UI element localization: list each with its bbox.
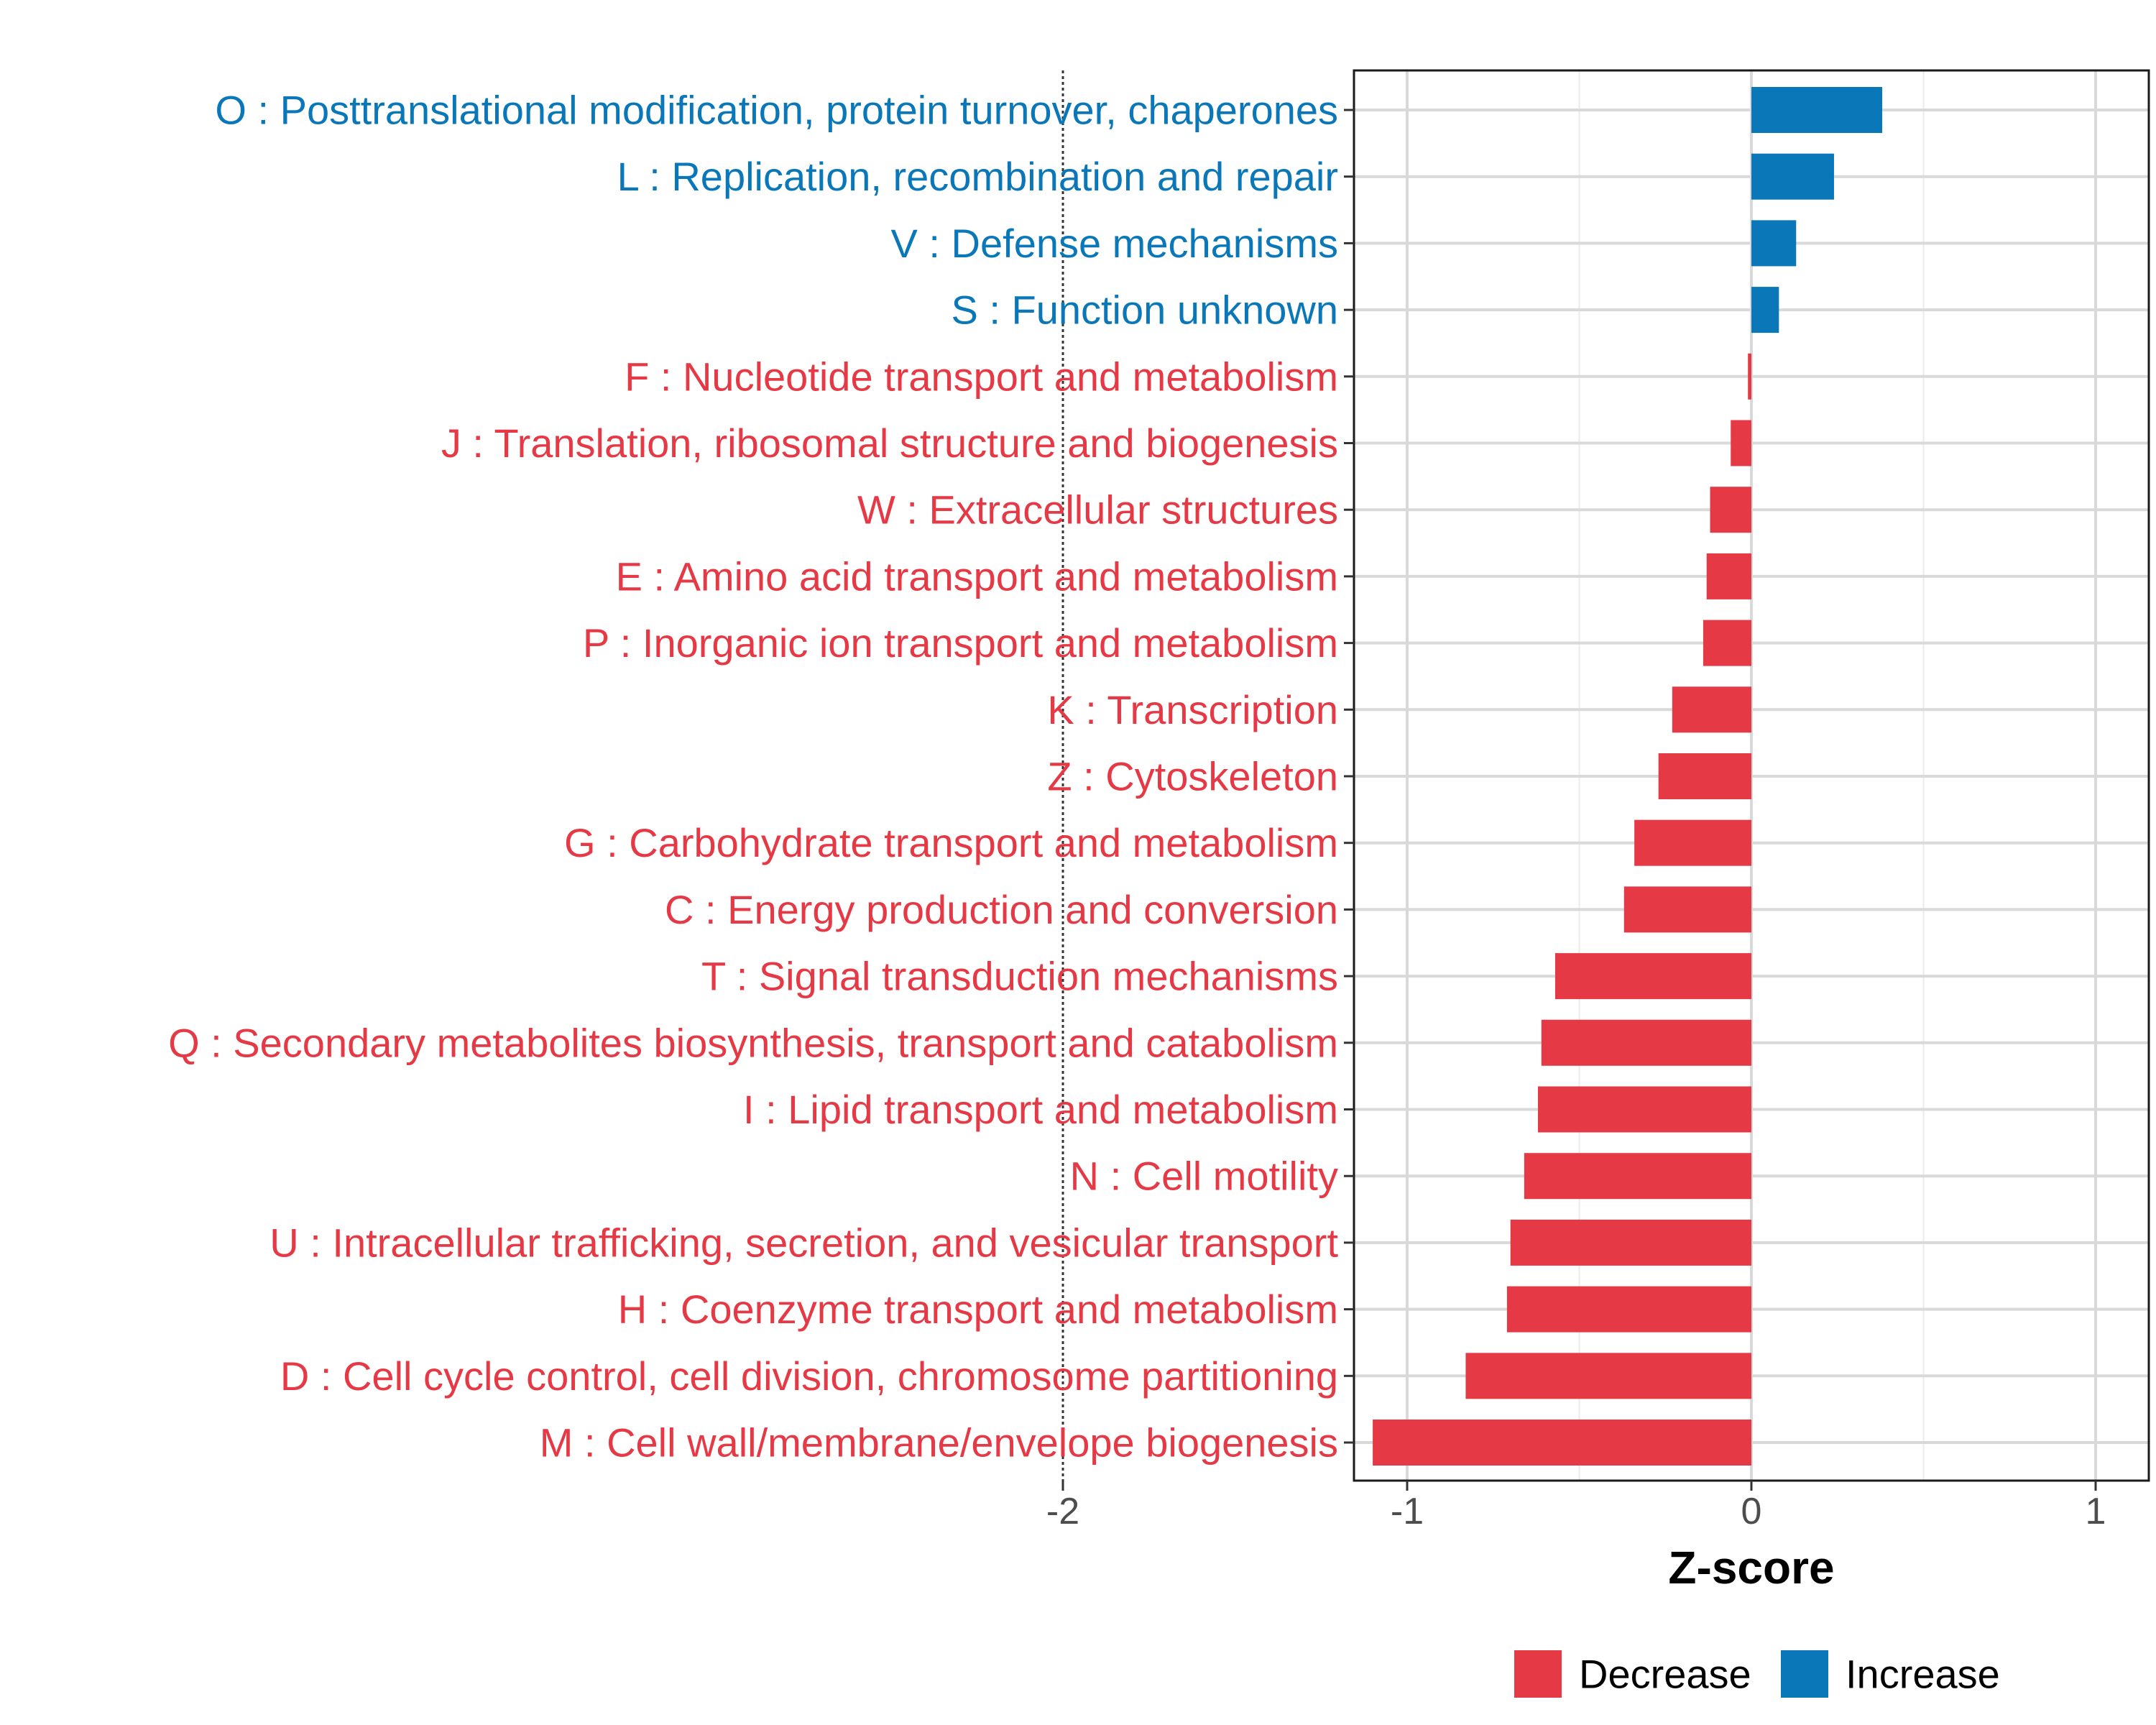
legend-label-increase: Increase <box>1846 1652 2000 1697</box>
category-label: H : Coenzyme transport and metabolism <box>618 1287 1338 1332</box>
bar <box>1554 953 1751 1000</box>
x-tick-label: 1 <box>2086 1491 2106 1532</box>
category-label: P : Inorganic ion transport and metaboli… <box>583 620 1338 666</box>
category-label: E : Amino acid transport and metabolism <box>616 553 1338 599</box>
bar <box>1751 153 1834 200</box>
category-label: O : Posttranslational modification, prot… <box>215 88 1338 133</box>
bar <box>1703 620 1751 666</box>
bar <box>1373 1420 1751 1466</box>
x-axis-title: Z-score <box>1668 1542 1834 1593</box>
category-label: M : Cell wall/membrane/envelope biogenes… <box>540 1420 1338 1466</box>
x-tick-label: -1 <box>1391 1491 1424 1532</box>
bar <box>1748 353 1751 400</box>
category-label: T : Signal transduction mechanisms <box>701 954 1338 999</box>
category-label: N : Cell motility <box>1070 1154 1338 1199</box>
bar <box>1751 87 1883 133</box>
bar <box>1751 220 1797 267</box>
category-label: S : Function unknown <box>951 288 1338 333</box>
category-label: I : Lipid transport and metabolism <box>743 1087 1338 1132</box>
bar <box>1731 420 1751 466</box>
category-label: J : Translation, ribosomal structure and… <box>441 420 1338 466</box>
bar <box>1465 1353 1751 1399</box>
reference-lines <box>1061 70 1064 1481</box>
category-label: L : Replication, recombination and repai… <box>617 154 1338 199</box>
bar <box>1751 287 1779 334</box>
bar <box>1672 686 1751 733</box>
bar <box>1506 1286 1751 1333</box>
category-label: W : Extracellular structures <box>857 487 1338 533</box>
y-axis-ticks <box>1344 109 1354 1444</box>
category-label: C : Energy production and conversion <box>665 887 1338 932</box>
bar <box>1524 1153 1751 1200</box>
category-label: Q : Secondary metabolites biosynthesis, … <box>168 1020 1338 1065</box>
category-label: V : Defense mechanisms <box>891 221 1338 266</box>
bars <box>1373 87 1883 1466</box>
bar <box>1710 487 1751 533</box>
legend-label-decrease: Decrease <box>1579 1652 1751 1697</box>
x-tick-label: -2 <box>1046 1491 1079 1532</box>
bar <box>1623 886 1751 933</box>
category-label: U : Intracellular trafficking, secretion… <box>270 1220 1338 1265</box>
legend: Decrease Increase <box>1514 1650 2000 1698</box>
category-label: D : Cell cycle control, cell division, c… <box>280 1353 1338 1399</box>
bar <box>1541 1019 1751 1066</box>
bar <box>1510 1219 1751 1266</box>
category-label: F : Nucleotide transport and metabolism <box>625 354 1338 399</box>
bar <box>1538 1086 1751 1133</box>
bar <box>1634 819 1751 866</box>
x-axis-ticks: -2-1012 <box>1046 1481 2106 1532</box>
bar <box>1706 553 1751 599</box>
legend-swatch-decrease <box>1514 1650 1562 1698</box>
category-label: K : Transcription <box>1047 687 1338 732</box>
y-axis-labels: O : Posttranslational modification, prot… <box>168 88 1338 1466</box>
x-tick-label: 0 <box>1741 1491 1762 1532</box>
bar <box>1658 753 1751 799</box>
category-label: Z : Cytoskeleton <box>1047 754 1338 799</box>
legend-swatch-increase <box>1781 1650 1828 1698</box>
category-label: G : Carbohydrate transport and metabolis… <box>564 820 1338 865</box>
